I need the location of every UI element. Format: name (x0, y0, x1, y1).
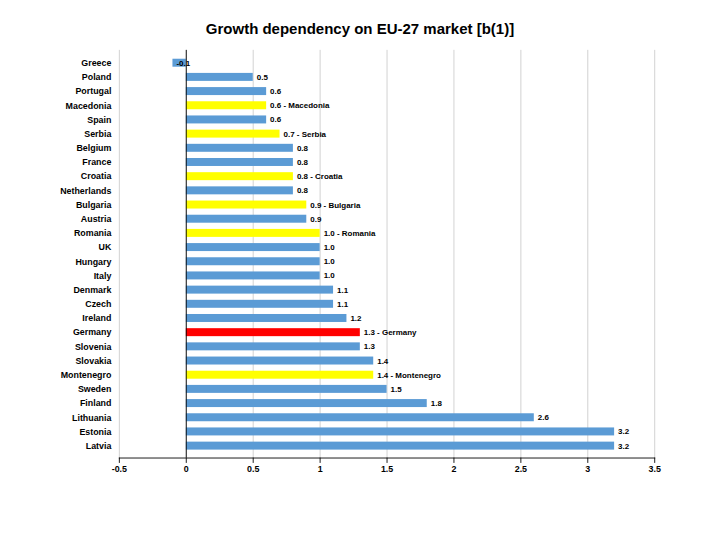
svg-text:Croatia: Croatia (81, 171, 112, 181)
svg-text:Macedonia: Macedonia (66, 101, 112, 111)
svg-text:Finland: Finland (80, 398, 112, 408)
svg-text:UK: UK (99, 242, 112, 252)
svg-text:Slovenia: Slovenia (75, 342, 112, 352)
svg-text:3.2: 3.2 (618, 427, 630, 436)
svg-text:Romania: Romania (74, 228, 111, 238)
svg-text:1.1: 1.1 (337, 300, 349, 309)
svg-text:Austria: Austria (81, 214, 112, 224)
svg-text:France: France (82, 157, 111, 167)
svg-text:1.5: 1.5 (391, 385, 403, 394)
svg-text:Estonia: Estonia (79, 427, 111, 437)
svg-text:Czech: Czech (85, 299, 111, 309)
svg-text:-0.5: -0.5 (112, 464, 127, 474)
svg-text:2.5: 2.5 (515, 464, 527, 474)
svg-text:Slovakia: Slovakia (75, 356, 111, 366)
svg-text:Germany: Germany (73, 327, 111, 337)
svg-text:0.6: 0.6 (270, 115, 282, 124)
svg-text:Bulgaria: Bulgaria (76, 200, 112, 210)
svg-text:0.6 - Macedonia: 0.6 - Macedonia (270, 101, 330, 110)
svg-text:0.7 - Serbia: 0.7 - Serbia (284, 130, 327, 139)
svg-text:1.0: 1.0 (324, 271, 336, 280)
svg-text:2: 2 (451, 464, 456, 474)
svg-text:2.6: 2.6 (538, 413, 550, 422)
svg-text:1.0 - Romania: 1.0 - Romania (324, 229, 376, 238)
svg-text:Italy: Italy (94, 271, 112, 281)
svg-text:Poland: Poland (82, 72, 112, 82)
svg-text:Belgium: Belgium (76, 143, 111, 153)
svg-text:1: 1 (318, 464, 323, 474)
svg-text:0.8 - Croatia: 0.8 - Croatia (297, 172, 343, 181)
svg-text:0.5: 0.5 (257, 73, 269, 82)
svg-text:3.5: 3.5 (649, 464, 661, 474)
svg-text:Sweden: Sweden (78, 384, 111, 394)
svg-text:0.8: 0.8 (297, 158, 309, 167)
svg-text:0.9 - Bulgaria: 0.9 - Bulgaria (310, 201, 361, 210)
svg-text:3: 3 (585, 464, 590, 474)
svg-text:1.4: 1.4 (377, 357, 389, 366)
svg-text:0.8: 0.8 (297, 144, 309, 153)
svg-text:1.8: 1.8 (431, 399, 443, 408)
svg-text:Netherlands: Netherlands (60, 186, 111, 196)
svg-text:Denmark: Denmark (73, 285, 111, 295)
svg-text:Portugal: Portugal (75, 86, 111, 96)
svg-text:Montenegro: Montenegro (61, 370, 112, 380)
svg-text:Serbia: Serbia (84, 129, 111, 139)
svg-text:0: 0 (184, 464, 189, 474)
svg-text:1.1: 1.1 (337, 286, 349, 295)
svg-text:Lithuania: Lithuania (72, 413, 111, 423)
svg-text:Spain: Spain (87, 115, 111, 125)
svg-text:3.2: 3.2 (618, 442, 630, 451)
svg-text:1.0: 1.0 (324, 243, 336, 252)
svg-text:0.6: 0.6 (270, 87, 282, 96)
svg-text:Greece: Greece (81, 58, 111, 68)
svg-text:Latvia: Latvia (86, 441, 112, 451)
html-text:Growth dependency on EU-27 mar: Growth dependency on EU-27 market [b(1)] (205, 20, 515, 37)
svg-text:1.4 - Montenegro: 1.4 - Montenegro (377, 371, 441, 380)
svg-text:1.5: 1.5 (381, 464, 393, 474)
svg-text:1.3: 1.3 (364, 342, 376, 351)
svg-text:-0.1: -0.1 (176, 59, 190, 68)
svg-text:Hungary: Hungary (75, 257, 111, 267)
svg-text:1.3 - Germany: 1.3 - Germany (364, 328, 417, 337)
svg-text:1.2: 1.2 (350, 314, 362, 323)
svg-text:0.8: 0.8 (297, 186, 309, 195)
svg-text:Ireland: Ireland (82, 313, 111, 323)
svg-text:0.5: 0.5 (247, 464, 259, 474)
svg-text:1.0: 1.0 (324, 257, 336, 266)
svg-text:0.9: 0.9 (310, 215, 322, 224)
